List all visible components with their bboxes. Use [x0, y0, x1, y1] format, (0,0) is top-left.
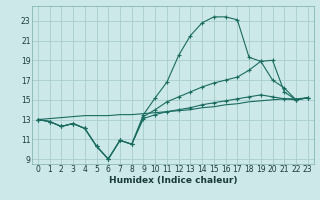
X-axis label: Humidex (Indice chaleur): Humidex (Indice chaleur) — [108, 176, 237, 185]
